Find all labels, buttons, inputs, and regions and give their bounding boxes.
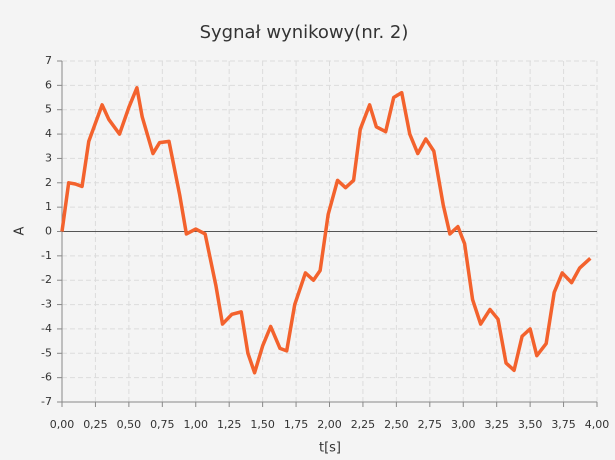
y-tick-label: 1 — [45, 200, 52, 213]
x-tick-label: 2,25 — [351, 418, 376, 431]
x-tick-label: 0,50 — [117, 418, 142, 431]
x-tick-label: 1,25 — [217, 418, 242, 431]
y-tick-label: -5 — [41, 346, 52, 359]
x-tick-label: 3,00 — [451, 418, 476, 431]
x-tick-label: 2,50 — [384, 418, 409, 431]
y-tick-label: 7 — [45, 54, 52, 67]
y-tick-label: 5 — [45, 103, 52, 116]
x-tick-label: 0,75 — [150, 418, 175, 431]
chart-title: Sygnał wynikowy(nr. 2) — [200, 22, 409, 43]
y-tick-label: 0 — [45, 225, 52, 238]
x-tick-label: 2,75 — [418, 418, 443, 431]
y-tick-label: -4 — [41, 322, 52, 335]
x-tick-label: 1,50 — [250, 418, 275, 431]
x-tick-label: 3,25 — [484, 418, 509, 431]
x-tick-label: 1,75 — [284, 418, 309, 431]
x-tick-label: 3,50 — [518, 418, 543, 431]
x-tick-label: 1,00 — [184, 418, 209, 431]
y-axis-label: A — [13, 226, 28, 235]
y-tick-label: 6 — [45, 78, 52, 91]
y-tick-label: -3 — [41, 298, 52, 311]
x-tick-label: 4,00 — [585, 418, 610, 431]
y-tick-label: -1 — [41, 249, 52, 262]
y-tick-label: -7 — [41, 395, 52, 408]
y-tick-label: -6 — [41, 371, 52, 384]
series-line — [60, 86, 592, 375]
x-tick-label: 2,00 — [317, 418, 342, 431]
y-tick-label: 2 — [45, 176, 52, 189]
x-tick-label: 0,25 — [83, 418, 108, 431]
y-tick-label: 4 — [45, 127, 52, 140]
x-axis-label: t[s] — [319, 441, 341, 456]
x-tick-label: 3,75 — [551, 418, 576, 431]
y-tick-label: -2 — [41, 273, 52, 286]
x-tick-label: 0,00 — [50, 418, 75, 431]
y-tick-label: 3 — [45, 151, 52, 164]
